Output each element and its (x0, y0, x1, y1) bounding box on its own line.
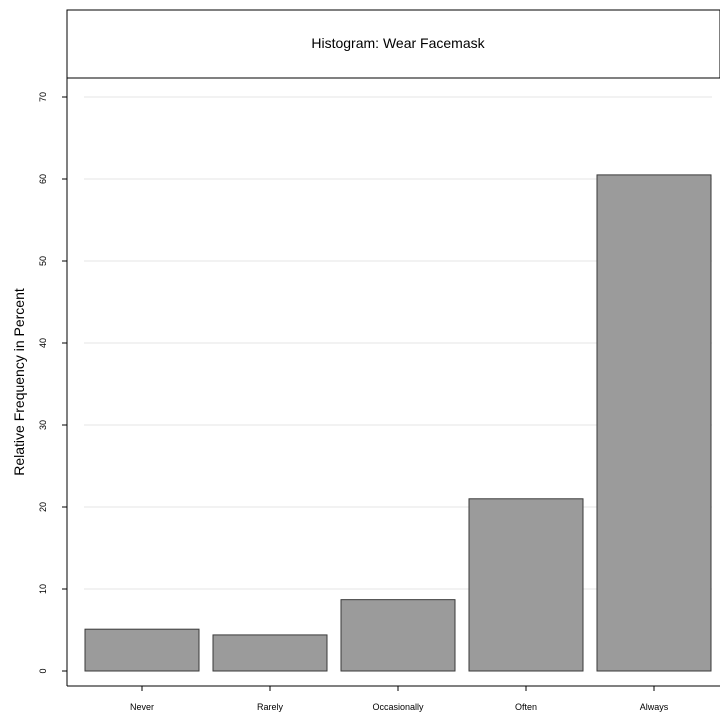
x-tick-label: Always (640, 702, 669, 712)
x-tick-label: Occasionally (372, 702, 424, 712)
title-box (66, 9, 720, 79)
y-axis-label: Relative Frequency in Percent (11, 288, 27, 476)
y-tick-label: 50 (38, 256, 48, 266)
x-tick-label: Never (130, 702, 154, 712)
bar-always (596, 174, 712, 672)
x-tick-label: Rarely (257, 702, 284, 712)
y-tick-label: 40 (38, 338, 48, 348)
bar-never (84, 628, 200, 672)
bars (84, 174, 712, 672)
chart-title: Histogram: Wear Facemask (311, 35, 485, 51)
y-ticks: 0 10 20 30 40 50 60 70 (38, 92, 67, 674)
y-tick-label: 10 (38, 584, 48, 594)
x-ticks: Never Rarely Occasionally Often Always (130, 686, 669, 712)
bar-rarely (212, 634, 328, 672)
y-tick-label: 20 (38, 502, 48, 512)
x-tick-label: Often (515, 702, 537, 712)
y-tick-label: 30 (38, 420, 48, 430)
y-tick-label: 70 (38, 92, 48, 102)
y-tick-label: 60 (38, 174, 48, 184)
y-tick-label: 0 (38, 668, 48, 673)
bar-occasionally (340, 599, 456, 672)
bar-often (468, 498, 584, 672)
